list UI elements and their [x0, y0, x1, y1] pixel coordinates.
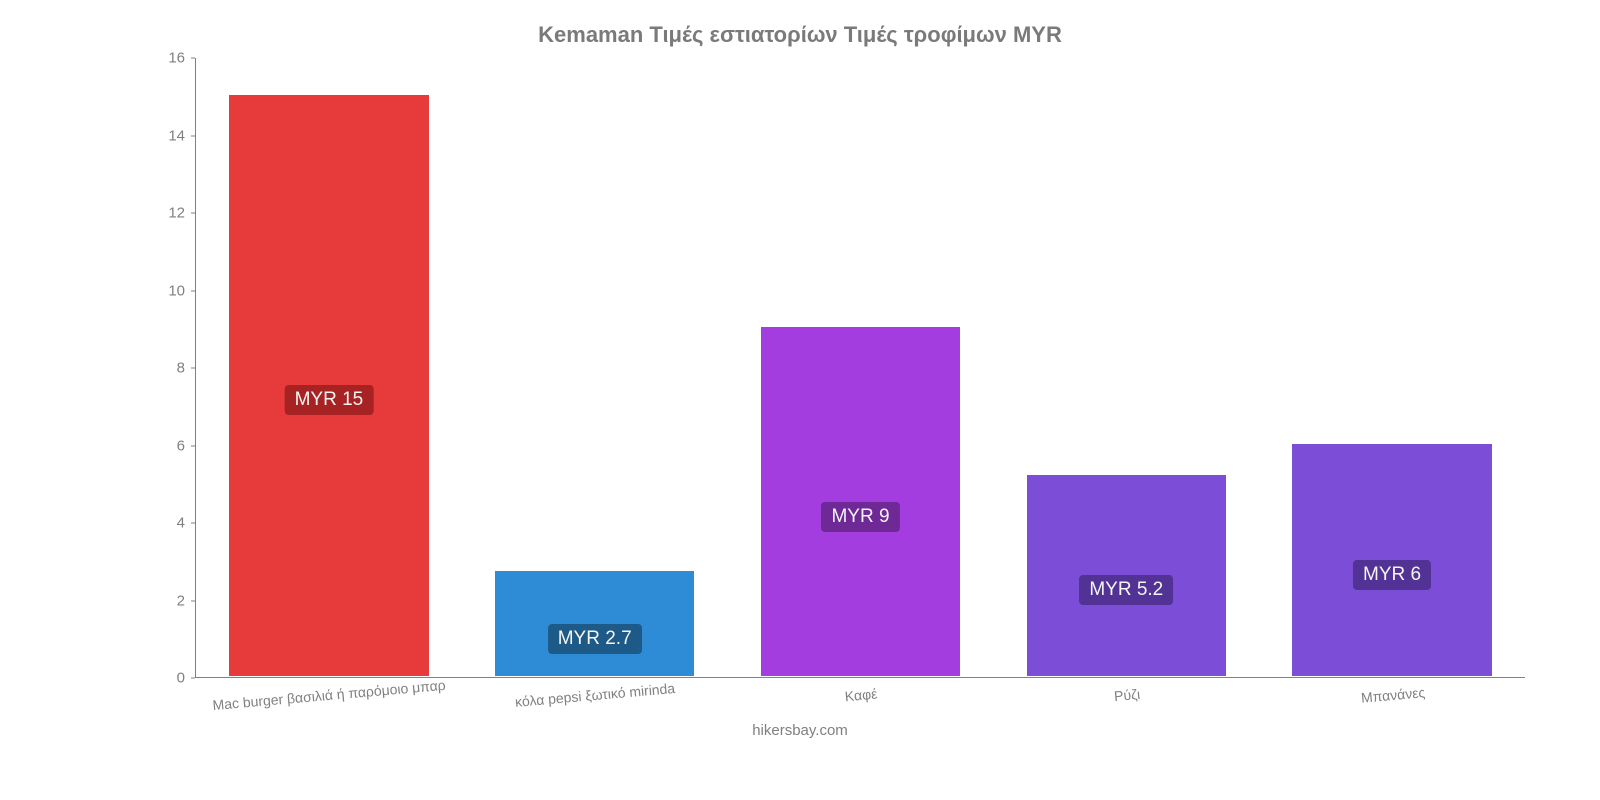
y-tick-label: 16	[75, 50, 185, 67]
bar: MYR 15	[229, 95, 428, 676]
y-tick-label: 10	[75, 282, 185, 299]
bar-value-label: MYR 9	[821, 502, 899, 532]
bar: MYR 9	[761, 327, 960, 676]
y-tick-label: 14	[75, 127, 185, 144]
y-tick-label: 8	[75, 360, 185, 377]
plot-area: MYR 15 MYR 2.7 MYR 9 MYR 5.2 MYR 6	[195, 58, 1525, 678]
bars-container: MYR 15 MYR 2.7 MYR 9 MYR 5.2 MYR 6	[196, 57, 1525, 676]
y-tick-label: 12	[75, 205, 185, 222]
chart-title: Kemaman Τιμές εστιατορίων Τιμές τροφίμων…	[538, 22, 1062, 48]
chart-footer: hikersbay.com	[752, 722, 848, 739]
bar: MYR 2.7	[495, 571, 694, 676]
bar-slot: MYR 9	[728, 327, 994, 676]
bar-value-label: MYR 2.7	[548, 624, 642, 654]
bar: MYR 5.2	[1027, 475, 1226, 677]
bar: MYR 6	[1292, 444, 1491, 677]
y-tick-label: 0	[75, 670, 185, 687]
bar-slot: MYR 2.7	[462, 571, 728, 676]
y-tick-label: 2	[75, 592, 185, 609]
bar-value-label: MYR 6	[1353, 560, 1431, 590]
bar-slot: MYR 15	[196, 95, 462, 676]
bar-slot: MYR 5.2	[993, 475, 1259, 677]
bar-value-label: MYR 15	[285, 385, 374, 415]
x-axis-labels: Mac burger βασιλιά ή παρόμοιο μπαρκόλα p…	[195, 683, 1525, 703]
bar-chart: 0246810121416 MYR 15MYR 2.7MYR 9MYR 5.2M…	[75, 58, 1525, 718]
bar-slot: MYR 6	[1259, 444, 1525, 677]
y-tick-label: 4	[75, 515, 185, 532]
y-tick-label: 6	[75, 437, 185, 454]
bar-value-label: MYR 5.2	[1079, 575, 1173, 605]
